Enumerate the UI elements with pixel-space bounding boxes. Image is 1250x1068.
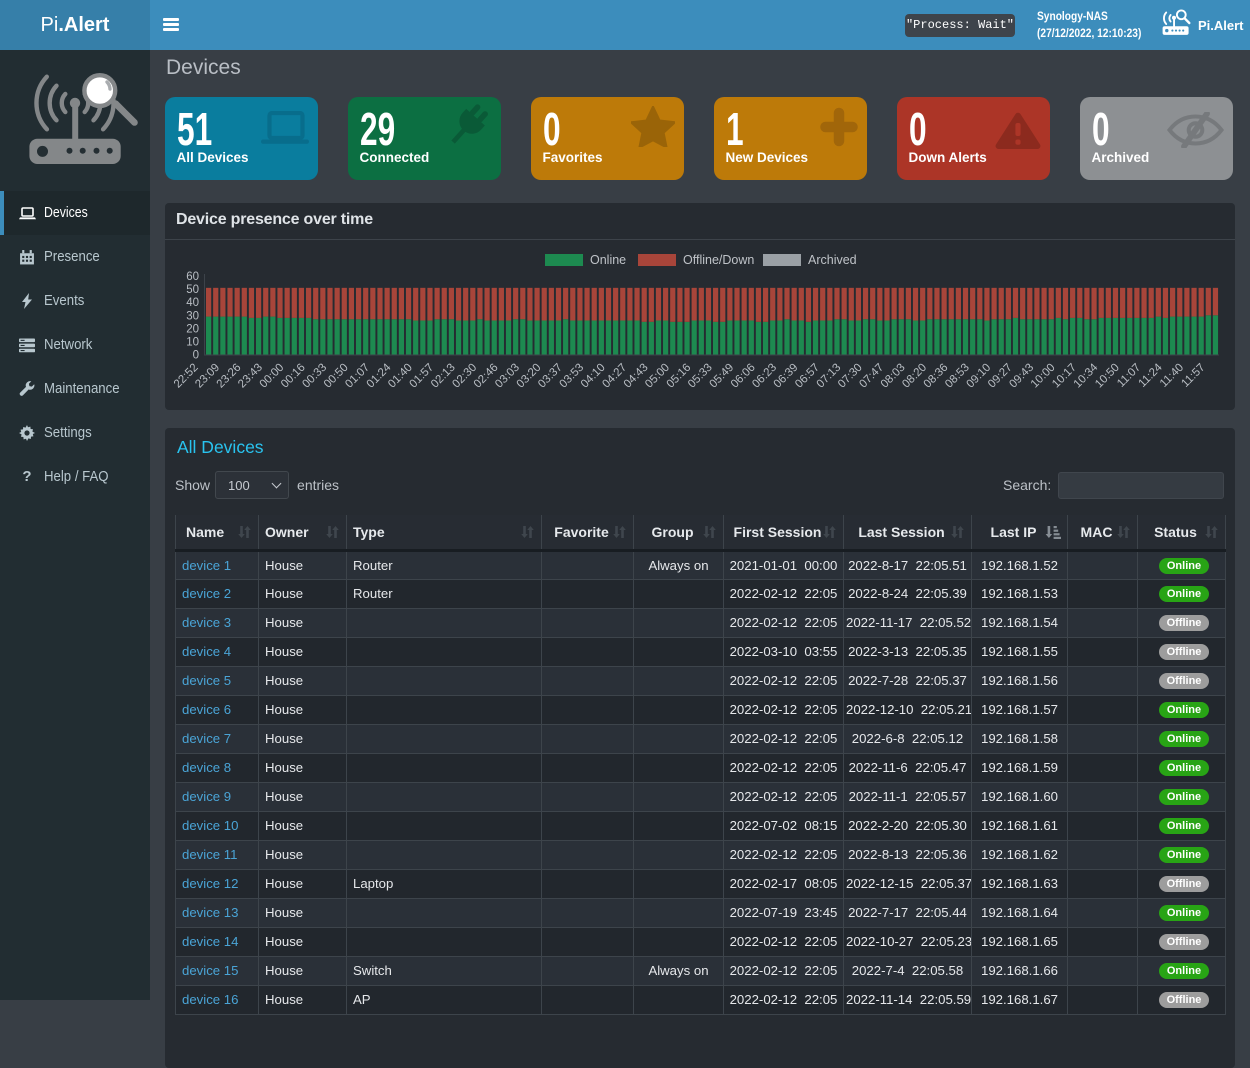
svg-text:60: 60 [186, 271, 199, 283]
svg-text:Online: Online [590, 253, 626, 267]
svg-text:0: 0 [193, 350, 199, 362]
svg-text:10: 10 [186, 336, 199, 348]
svg-text:30: 30 [186, 310, 199, 322]
svg-text:11:40: 11:40 [1158, 362, 1186, 390]
svg-text:40: 40 [186, 297, 199, 309]
svg-text:11:07: 11:07 [1115, 362, 1143, 390]
svg-text:50: 50 [186, 284, 199, 296]
svg-text:10:50: 10:50 [1093, 362, 1122, 391]
svg-text:11:57: 11:57 [1179, 362, 1207, 390]
svg-text:20: 20 [186, 323, 199, 335]
svg-text:Archived: Archived [808, 253, 857, 267]
svg-text:Offline/Down: Offline/Down [683, 253, 754, 267]
